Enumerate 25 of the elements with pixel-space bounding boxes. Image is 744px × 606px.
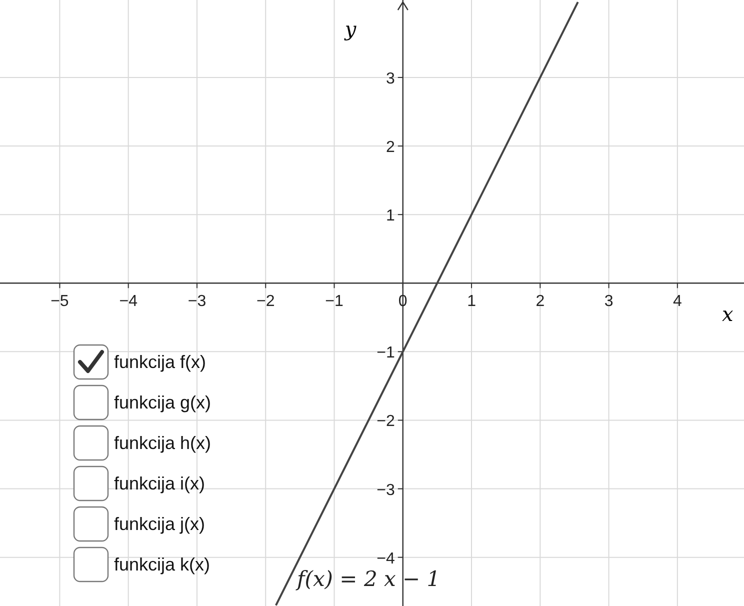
annotation: funkcija h(x) (114, 433, 212, 453)
annotation: funkcija k(x) (114, 554, 210, 574)
x-axis-title: x (722, 302, 734, 326)
y-axis-title: y (344, 17, 357, 41)
x-tick-label: 2 (536, 293, 545, 310)
y-tick-label: 1 (386, 208, 395, 225)
y-tick-label: 2 (386, 139, 395, 156)
x-tick-label: 3 (604, 293, 614, 310)
y-tick-label: 3 (386, 70, 395, 88)
annotation: f(x) = 2 x − 1 (295, 567, 440, 591)
x-tick-label: −2 (256, 293, 275, 310)
annotation: funkcija j(x) (114, 514, 206, 534)
annotation: funkcija i(x) (114, 474, 206, 494)
y-tick-label: −3 (376, 482, 395, 499)
x-tick-label: −4 (119, 293, 138, 310)
x-tick-label: 4 (672, 293, 682, 310)
annotation: funkcija f(x) (114, 352, 206, 372)
y-tick-label: −4 (376, 550, 395, 568)
y-tick-label: −2 (376, 413, 395, 430)
x-tick-label: 1 (467, 293, 476, 310)
x-tick-label: −5 (50, 293, 69, 310)
x-tick-label: −3 (188, 293, 206, 310)
x-tick-label: −1 (325, 293, 344, 310)
annotation: funkcija g(x) (114, 392, 212, 412)
y-tick-label: −1 (376, 344, 395, 362)
